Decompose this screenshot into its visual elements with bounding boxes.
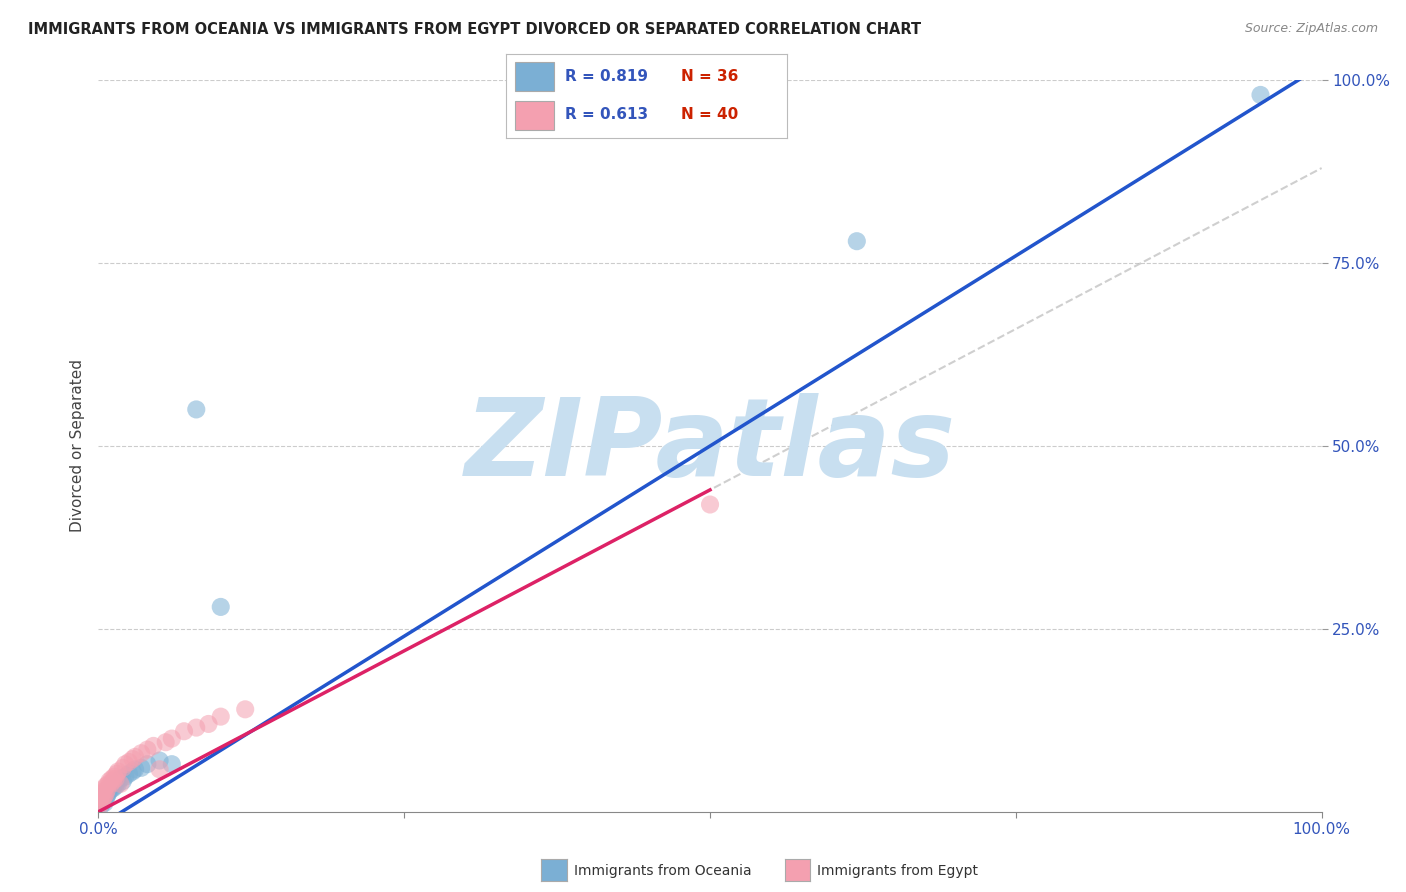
Point <box>114 757 136 772</box>
Point <box>89 794 111 808</box>
Point <box>94 787 117 801</box>
Point <box>101 779 124 793</box>
Text: Immigrants from Oceania: Immigrants from Oceania <box>574 863 751 878</box>
Point <box>103 777 125 791</box>
Text: N = 40: N = 40 <box>681 107 738 122</box>
Point <box>186 402 208 417</box>
Point <box>111 761 134 775</box>
Text: N = 36: N = 36 <box>681 69 738 84</box>
Point <box>96 789 118 803</box>
Point <box>98 781 121 796</box>
Point <box>121 764 143 779</box>
Point <box>97 787 120 801</box>
Point <box>91 790 114 805</box>
Point <box>101 774 124 789</box>
Point <box>105 775 128 789</box>
Point <box>98 774 121 789</box>
Text: IMMIGRANTS FROM OCEANIA VS IMMIGRANTS FROM EGYPT DIVORCED OR SEPARATED CORRELATI: IMMIGRANTS FROM OCEANIA VS IMMIGRANTS FR… <box>28 22 921 37</box>
Point <box>101 772 124 786</box>
Text: Source: ZipAtlas.com: Source: ZipAtlas.com <box>1244 22 1378 36</box>
Point <box>124 749 146 764</box>
Point <box>89 797 111 812</box>
Point <box>699 498 721 512</box>
Y-axis label: Divorced or Separated: Divorced or Separated <box>69 359 84 533</box>
Point <box>91 784 114 798</box>
Point <box>107 777 129 791</box>
Point <box>90 796 112 810</box>
Point <box>149 754 172 768</box>
Point <box>100 782 122 797</box>
Point <box>91 794 114 808</box>
Point <box>142 739 165 753</box>
Point <box>845 234 868 248</box>
Point <box>124 762 146 776</box>
Point <box>209 599 232 614</box>
Point <box>118 755 141 769</box>
Point <box>91 791 114 805</box>
Point <box>91 787 114 801</box>
Point <box>96 782 118 797</box>
Point <box>129 761 152 775</box>
Point <box>107 764 129 779</box>
Point <box>1249 87 1271 102</box>
Point <box>197 717 219 731</box>
Point <box>104 772 127 786</box>
Point <box>93 796 115 810</box>
Point <box>94 787 117 801</box>
Point <box>121 752 143 766</box>
Point <box>97 777 120 791</box>
Point <box>104 779 127 793</box>
Point <box>90 790 112 805</box>
Point <box>91 796 114 810</box>
Point <box>233 702 256 716</box>
Point <box>93 789 115 803</box>
Point <box>129 746 152 760</box>
Bar <box>515 101 554 130</box>
Point <box>89 798 111 813</box>
Point <box>160 757 183 772</box>
Text: R = 0.613: R = 0.613 <box>565 107 648 122</box>
Point <box>93 789 115 803</box>
Point <box>186 721 208 735</box>
Point <box>90 794 112 808</box>
Point <box>209 709 232 723</box>
Text: ZIPatlas: ZIPatlas <box>464 393 956 499</box>
Point <box>111 774 134 789</box>
Point <box>91 794 114 808</box>
Point <box>91 791 114 805</box>
Bar <box>515 62 554 91</box>
Point <box>105 766 128 780</box>
Point <box>155 735 177 749</box>
Point <box>97 784 120 798</box>
Point <box>93 781 115 796</box>
Text: Immigrants from Egypt: Immigrants from Egypt <box>817 863 979 878</box>
Point <box>94 791 117 805</box>
Point <box>103 770 125 784</box>
Point <box>94 779 117 793</box>
Point <box>101 781 124 796</box>
Point <box>136 742 159 756</box>
Point <box>118 766 141 780</box>
Point <box>110 772 132 786</box>
Point <box>110 777 132 791</box>
Point <box>136 757 159 772</box>
Point <box>100 777 122 791</box>
Point <box>114 770 136 784</box>
Point <box>149 762 172 776</box>
Point <box>173 724 195 739</box>
Point <box>90 798 112 813</box>
Text: R = 0.819: R = 0.819 <box>565 69 648 84</box>
Point <box>160 731 183 746</box>
